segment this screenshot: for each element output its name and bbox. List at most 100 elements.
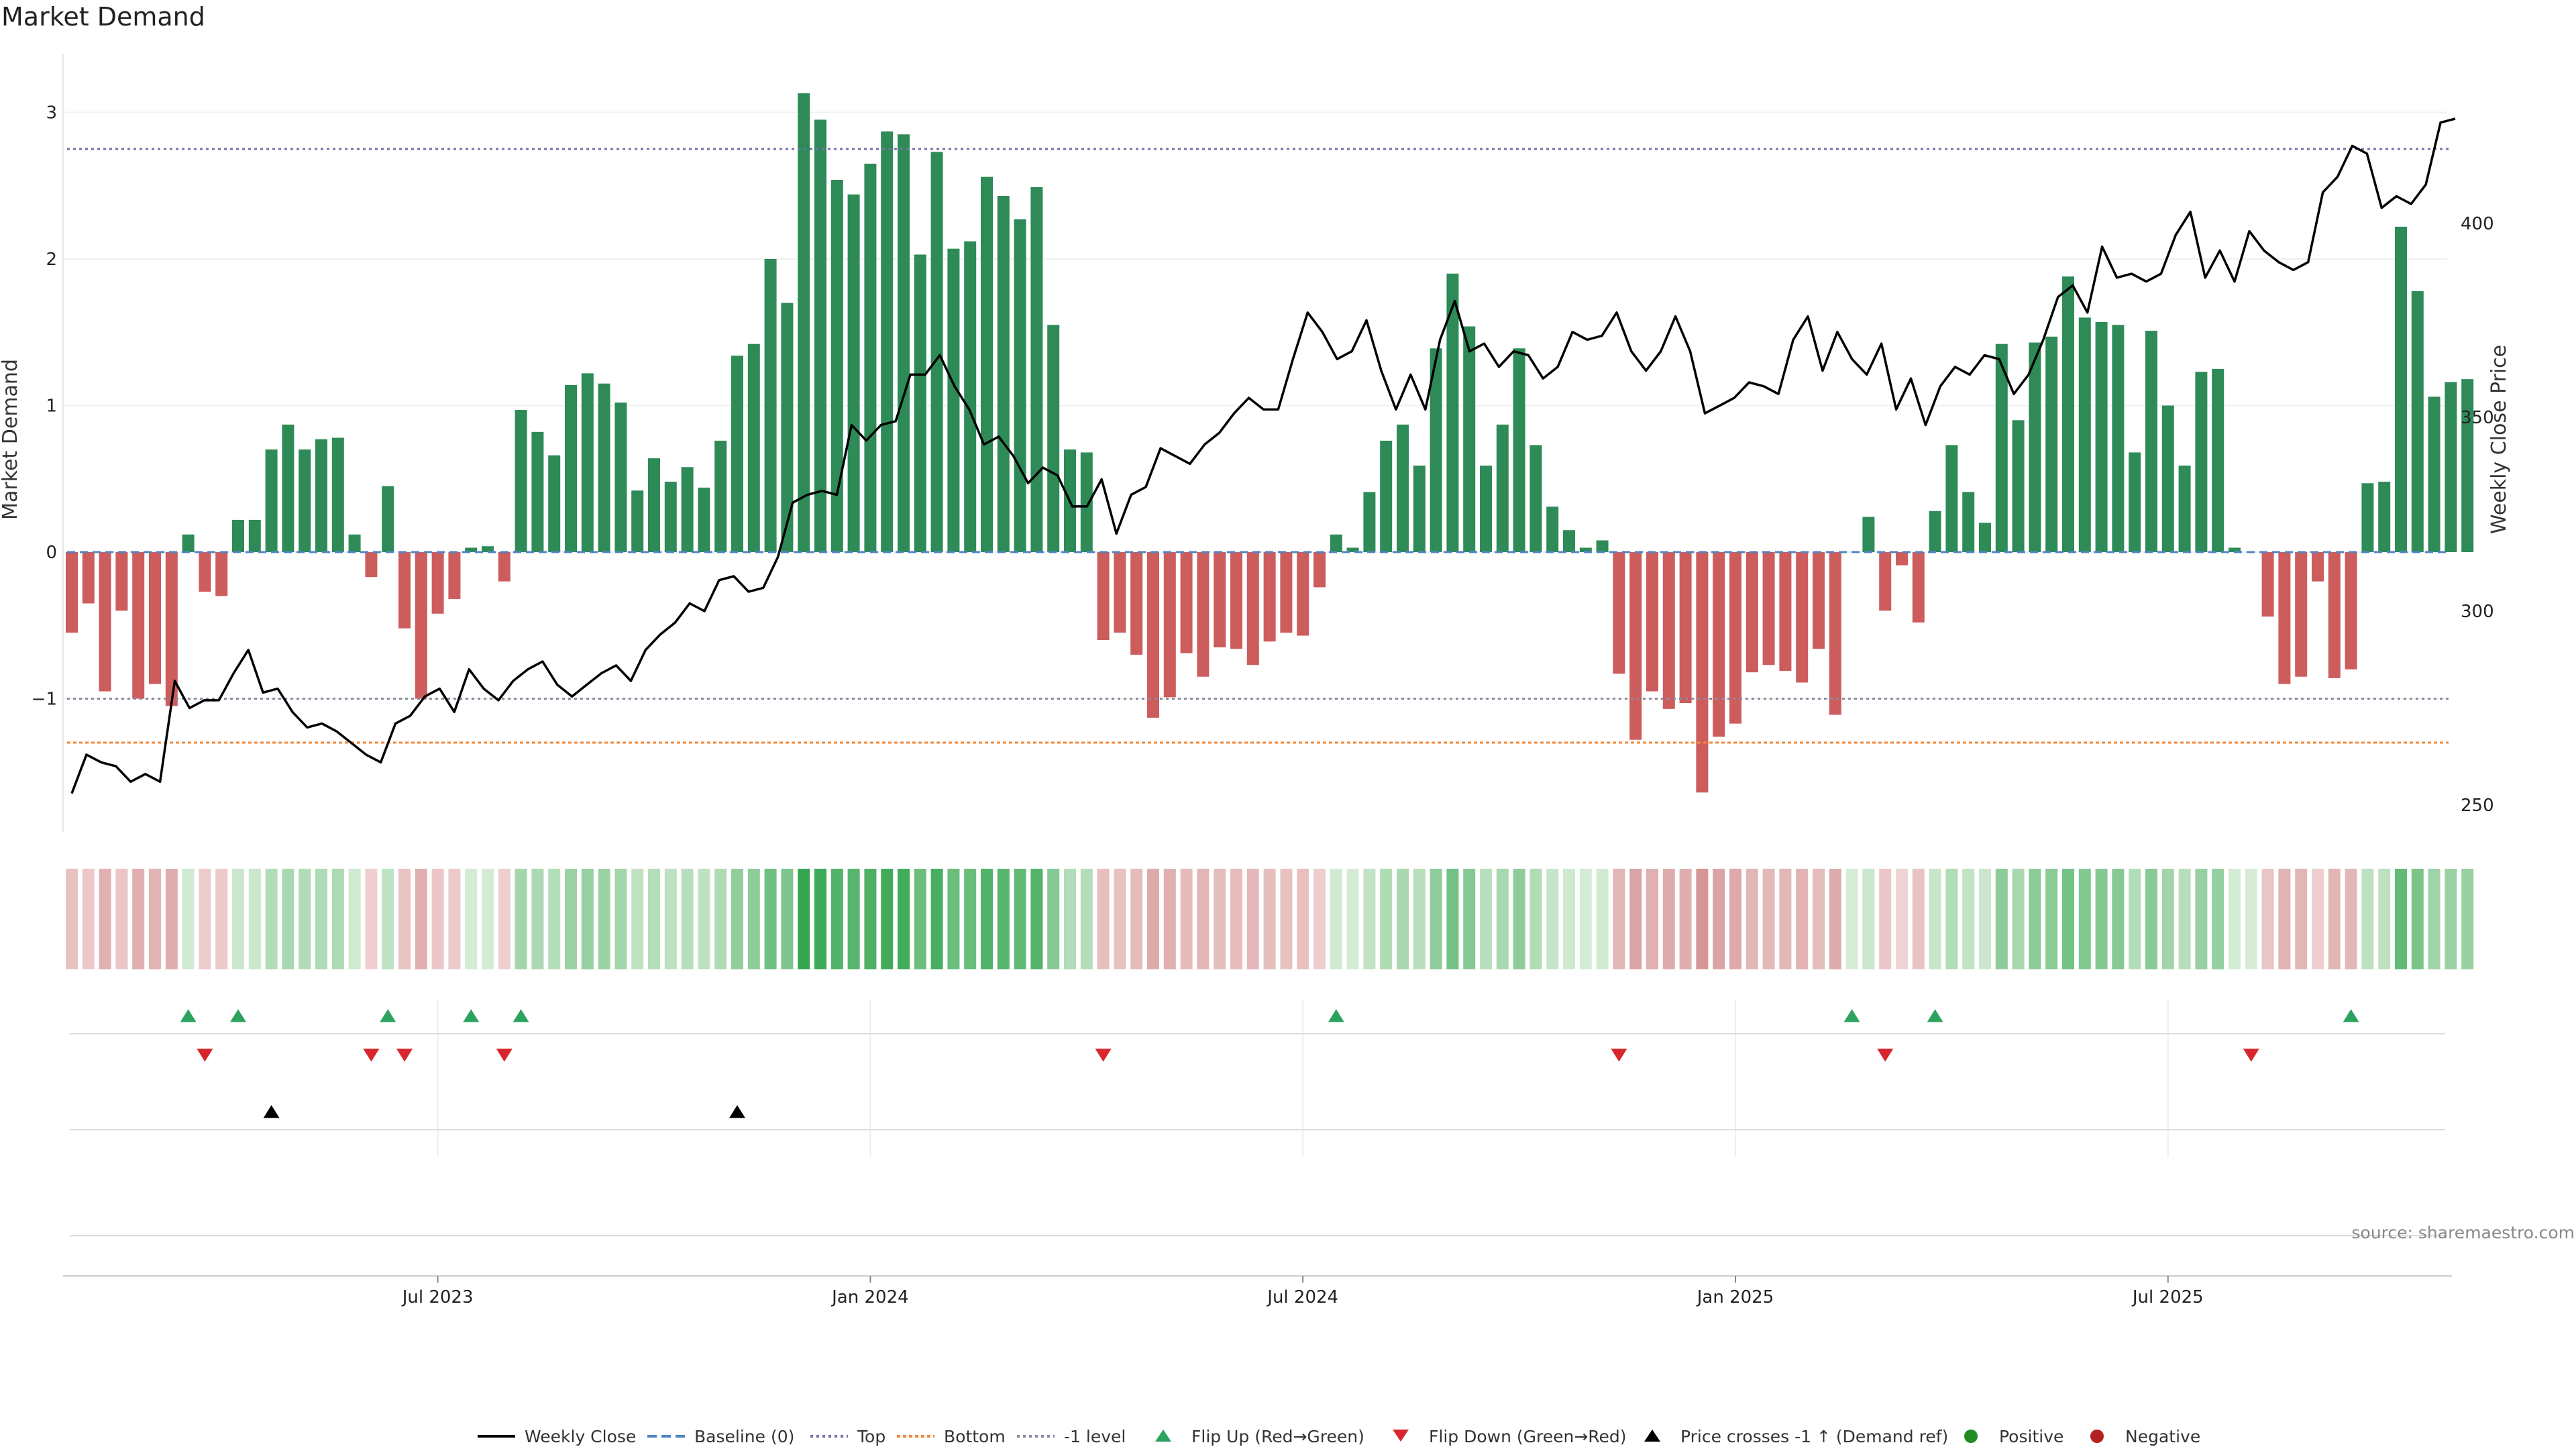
demand-bar-positive (1346, 547, 1359, 552)
heat-cell (1430, 869, 1442, 969)
heat-cell (814, 869, 826, 969)
heat-cell (2245, 869, 2257, 969)
demand-bar-positive (265, 449, 278, 552)
right-tick-label: 400 (2461, 214, 2494, 234)
heat-cell (165, 869, 178, 969)
left-tick-label: 0 (46, 543, 57, 563)
demand-bar-positive (465, 547, 478, 552)
heat-cell (1962, 869, 1975, 969)
heat-cell (1246, 869, 1259, 969)
demand-bar-positive (1363, 492, 1376, 552)
heat-cell (1030, 869, 1043, 969)
legend-label: -1 level (1064, 1427, 1126, 1446)
demand-bar-negative (2328, 552, 2341, 678)
demand-bar-negative (2278, 552, 2291, 684)
demand-bar-negative (1679, 552, 1692, 704)
demand-bar-positive (1430, 348, 1442, 552)
demand-bar-positive (614, 402, 627, 552)
heat-cell (149, 869, 161, 969)
demand-bar-positive (1446, 273, 1459, 552)
heat-cell (847, 869, 860, 969)
demand-bar-negative (1163, 552, 1176, 698)
heat-cell (299, 869, 311, 969)
heat-cell (232, 869, 244, 969)
heat-cell (2212, 869, 2224, 969)
heat-cell (947, 869, 960, 969)
demand-bar-positive (515, 410, 527, 552)
heat-cell (1579, 869, 1592, 969)
left-tick-label: 1 (46, 396, 57, 417)
heat-cell (1513, 869, 1525, 969)
heat-cell (698, 869, 710, 969)
demand-bar-negative (215, 552, 228, 596)
demand-bar-negative (415, 552, 427, 699)
heat-cell (864, 869, 877, 969)
heat-cell (515, 869, 527, 969)
demand-bar-negative (1696, 552, 1709, 793)
demand-bar-positive (814, 119, 826, 553)
demand-bar-positive (2378, 482, 2391, 552)
demand-bar-positive (930, 152, 943, 552)
demand-bar-positive (2029, 342, 2041, 552)
x-tick-label: Jul 2025 (2131, 1287, 2204, 1307)
heat-cell (598, 869, 610, 969)
demand-bar-positive (1330, 534, 1342, 552)
heat-cell (1529, 869, 1542, 969)
demand-bar-negative (2312, 552, 2324, 582)
heat-cell (331, 869, 344, 969)
heat-cell (2395, 869, 2407, 969)
demand-bar-positive (2112, 325, 2125, 552)
heat-cell (2411, 869, 2424, 969)
demand-bar-positive (764, 259, 777, 552)
demand-bar-positive (631, 490, 644, 552)
heat-cell (1330, 869, 1342, 969)
left-tick-label: 3 (46, 103, 57, 123)
legend-label: Price crosses -1 ↑ (Demand ref) (1680, 1427, 1948, 1446)
heat-cell (997, 869, 1010, 969)
heat-cell (930, 869, 943, 969)
demand-bar-positive (531, 431, 544, 552)
demand-bar-negative (115, 552, 128, 611)
event-markers (180, 1009, 2359, 1118)
legend-label: Weekly Close (525, 1427, 636, 1446)
price-cross-marker (263, 1105, 280, 1118)
right-tick-label: 300 (2461, 602, 2494, 622)
left-tick-label: −1 (32, 690, 57, 710)
heat-cell (1646, 869, 1658, 969)
heat-cell (2145, 869, 2157, 969)
demand-bar-positive (1080, 452, 1093, 552)
x-tick-label: Jan 2024 (830, 1287, 909, 1307)
price-layer (70, 117, 2456, 794)
flip-up-marker (180, 1009, 197, 1022)
heat-cell (82, 869, 95, 969)
legend-swatch-negative (2090, 1430, 2104, 1443)
flip-up-marker (1927, 1009, 1943, 1022)
demand-bar-negative (165, 552, 178, 706)
demand-bar-negative (431, 552, 444, 614)
demand-bars (66, 93, 2474, 793)
heat-cell (548, 869, 561, 969)
demand-bar-negative (1230, 552, 1242, 649)
heat-cell (1929, 869, 1941, 969)
heat-cell (881, 869, 894, 969)
demand-bar-positive (248, 519, 261, 552)
x-tick-label: Jul 2023 (401, 1287, 474, 1307)
demand-bar-negative (1263, 552, 1276, 642)
demand-bar-positive (1047, 325, 1060, 552)
demand-bar-positive (1480, 466, 1492, 552)
demand-heat-strip (66, 869, 2474, 969)
heat-cell (2029, 869, 2041, 969)
demand-bar-positive (299, 449, 311, 552)
demand-bar-negative (365, 552, 378, 578)
demand-bar-negative (1912, 552, 1925, 623)
heat-cell (2078, 869, 2091, 969)
demand-bar-positive (798, 93, 810, 553)
heat-cell (1080, 869, 1093, 969)
demand-bar-positive (898, 134, 910, 552)
demand-bar-positive (847, 194, 860, 552)
demand-bar-positive (731, 356, 743, 552)
left-axis-label: Market Demand (0, 359, 22, 520)
reference-lines (67, 148, 2449, 744)
demand-bar-negative (1779, 552, 1792, 671)
demand-bar-negative (1896, 552, 1908, 566)
